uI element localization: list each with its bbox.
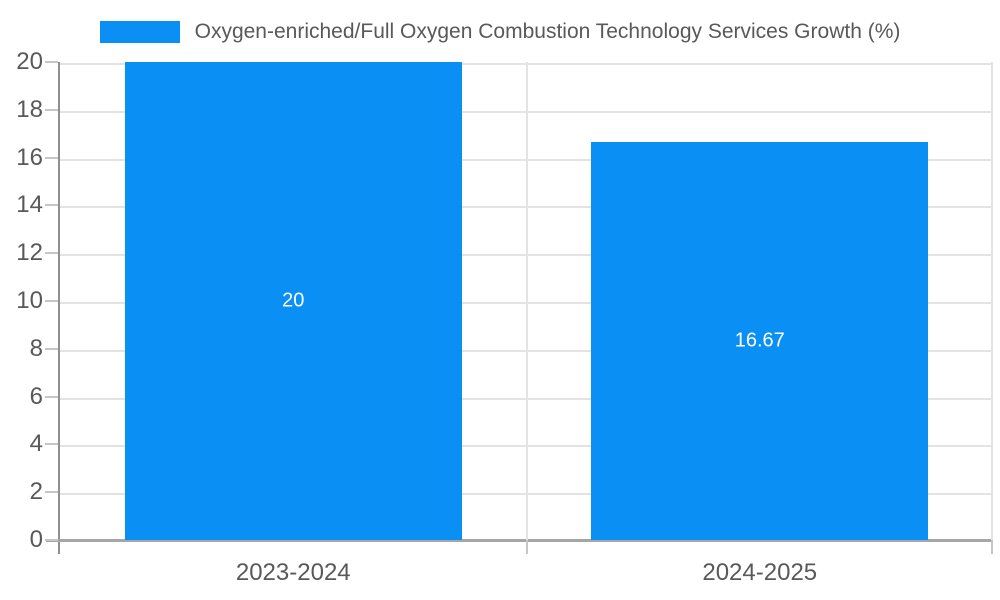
legend-label: Oxygen-enriched/Full Oxygen Combustion T…	[194, 20, 901, 43]
x-axis: 2023-2024 2024-2025	[60, 540, 993, 600]
y-tick-mark	[45, 539, 58, 541]
y-tick-mark	[45, 491, 58, 494]
y-tick-label: 4	[29, 430, 43, 458]
bar-2024-2025	[591, 141, 929, 540]
y-tick-label: 12	[16, 239, 43, 267]
plot-area: 20 16.67	[60, 62, 993, 540]
y-tick-mark	[45, 204, 58, 207]
legend-swatch	[99, 21, 180, 43]
y-tick-label: 0	[29, 526, 43, 553]
y-tick-mark	[45, 61, 58, 63]
y-tick-label: 16	[16, 143, 43, 171]
x-category-label: 2024-2025	[702, 559, 818, 586]
x-axis-line	[46, 539, 993, 542]
y-tick-mark	[45, 252, 58, 255]
y-tick-mark	[45, 347, 58, 350]
x-category-label: 2023-2024	[235, 559, 351, 586]
y-tick-label: 20	[16, 48, 43, 75]
legend: Oxygen-enriched/Full Oxygen Combustion T…	[0, 17, 1000, 47]
y-tick-mark	[45, 443, 58, 446]
y-tick-mark	[45, 156, 58, 159]
y-tick-label: 2	[29, 478, 43, 506]
x-tick-mark	[525, 540, 528, 554]
gridline-vertical	[991, 62, 993, 540]
bar-value-label: 16.67	[734, 329, 785, 352]
y-axis: 0 2 4 6 8 10 12 14 16 18 20	[0, 48, 60, 553]
y-axis-line	[58, 62, 60, 554]
y-tick-mark	[45, 108, 58, 111]
y-tick-label: 8	[29, 334, 43, 362]
y-tick-mark	[45, 395, 58, 398]
y-tick-mark	[45, 300, 58, 302]
y-tick-label: 10	[16, 287, 43, 314]
y-tick-label: 6	[29, 382, 43, 410]
gridline-vertical	[525, 62, 528, 540]
bar-value-label: 20	[282, 289, 305, 312]
bar-2023-2024	[124, 62, 462, 540]
y-tick-label: 18	[16, 95, 43, 123]
y-tick-label: 14	[16, 191, 43, 219]
x-tick-mark	[991, 540, 993, 554]
